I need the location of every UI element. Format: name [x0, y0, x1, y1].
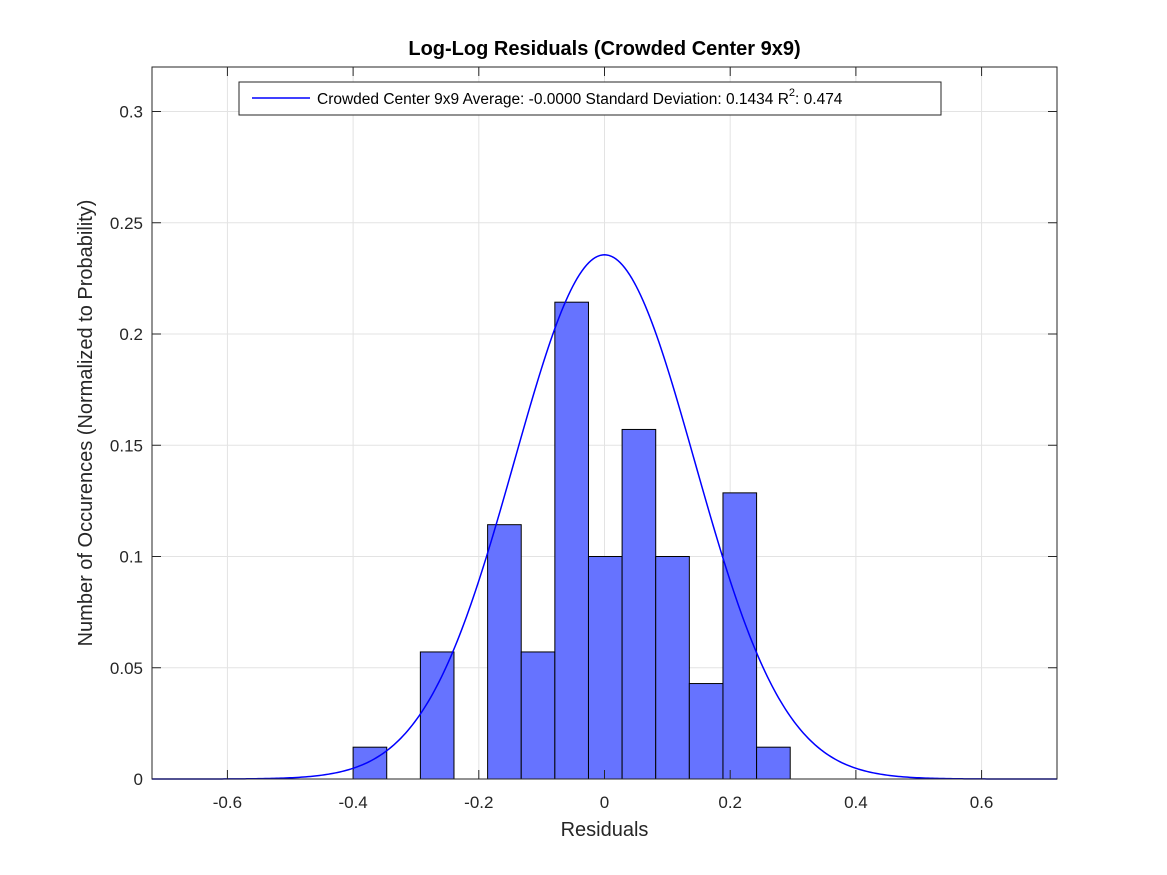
y-tick-label: 0	[134, 770, 143, 789]
histogram-bar	[520, 651, 556, 780]
histogram-bar	[487, 524, 522, 780]
y-tick-label: 0.1	[119, 548, 143, 567]
y-tick-label: 0.2	[119, 325, 143, 344]
legend-box	[238, 81, 942, 116]
histogram-bar	[352, 746, 388, 780]
y-tick-label: 0.3	[119, 103, 143, 122]
fit-curve-line	[152, 254, 1057, 780]
x-tick-label: 0	[600, 793, 609, 812]
histogram-bar	[587, 556, 623, 780]
chart-title: Log-Log Residuals (Crowded Center 9x9)	[408, 38, 800, 60]
x-tick-labels: -0.6 -0.4 -0.2 0 0.2 0.4 0.6	[213, 793, 994, 812]
x-tick-label: -0.6	[213, 793, 242, 812]
tick-marks	[152, 67, 1057, 780]
legend: Crowded Center 9x9 Average: -0.0000 Stan…	[238, 81, 942, 116]
fit-curves	[152, 254, 1057, 780]
legend-entry-text: Crowded Center 9x9 Average: -0.0000 Stan…	[317, 87, 843, 108]
y-tick-label: 0.25	[110, 214, 143, 233]
histogram-bar	[655, 556, 690, 780]
histogram-bar	[756, 746, 791, 780]
histogram-bar	[688, 683, 724, 780]
histogram-bar	[722, 492, 758, 780]
x-tick-label: 0.4	[844, 793, 868, 812]
y-tick-label: 0.05	[110, 659, 143, 678]
legend-entry-superscript: 2	[789, 87, 795, 99]
legend-entry-prefix: Crowded Center 9x9 Average: -0.0000 Stan…	[317, 91, 789, 108]
histogram-bar	[419, 651, 455, 780]
histogram-bar	[554, 301, 589, 780]
x-tick-label: -0.2	[464, 793, 493, 812]
histogram-bar	[621, 428, 657, 780]
x-axis-label: Residuals	[561, 819, 649, 841]
y-axis-label: Number of Occurences (Normalized to Prob…	[75, 200, 97, 647]
x-tick-label: -0.4	[338, 793, 367, 812]
x-tick-label: 0.6	[970, 793, 994, 812]
y-tick-label: 0.15	[110, 436, 143, 455]
y-tick-labels: 0 0.05 0.1 0.15 0.2 0.25 0.3	[110, 103, 143, 790]
legend-entry-suffix: : 0.474	[795, 91, 843, 108]
x-tick-label: 0.2	[718, 793, 742, 812]
histogram-bars	[352, 301, 791, 780]
